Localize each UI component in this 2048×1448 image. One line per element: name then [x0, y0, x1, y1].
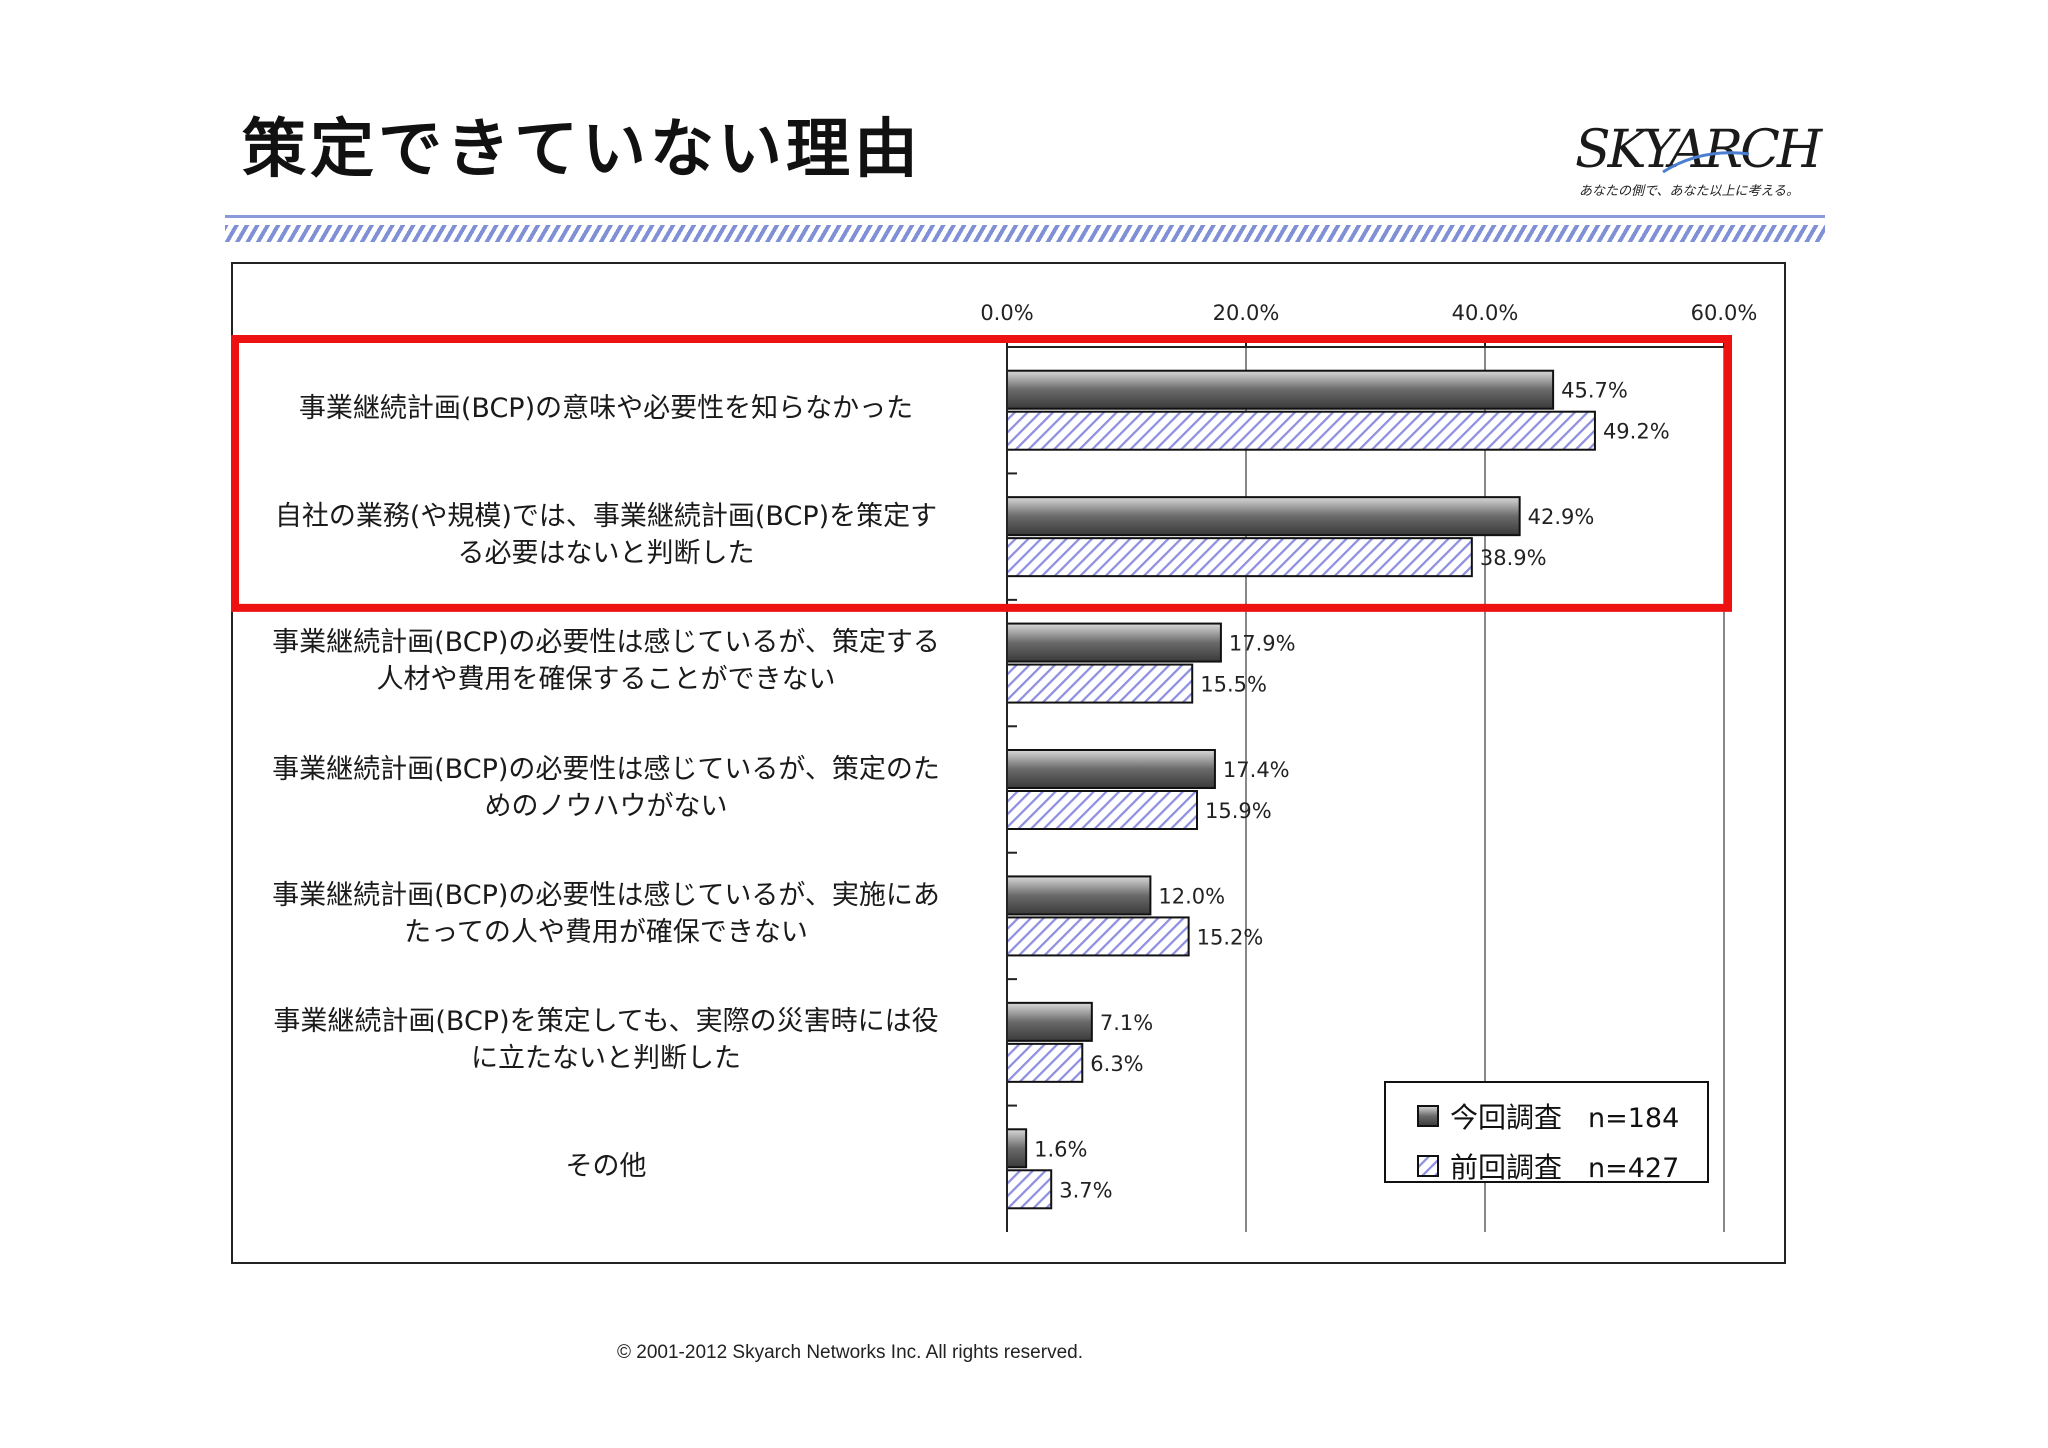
category-label-line: る必要はないと判断した — [457, 537, 755, 569]
x-tick-label: 40.0% — [1452, 301, 1519, 325]
legend-n: n=184 — [1588, 1103, 1679, 1134]
legend-swatch-current — [1417, 1105, 1439, 1127]
category-label: 事業継続計画(BCP)の必要性は感じているが、策定のた めのノウハウがない — [226, 751, 986, 825]
bar-previous — [1006, 410, 1596, 451]
category-label: 事業継続計画(BCP)の必要性は感じているが、策定する 人材や費用を確保することが… — [226, 624, 986, 698]
category-label-line: 事業継続計画(BCP)の必要性は感じているが、策定のた — [272, 753, 940, 785]
bars-layer — [1006, 369, 1596, 1210]
data-label: 17.4% — [1223, 758, 1290, 782]
logo-wordmark: SKYARCH — [1575, 120, 1822, 180]
bar-current — [1006, 369, 1555, 410]
bar-current — [1006, 1001, 1093, 1042]
bar-current — [1006, 1128, 1028, 1169]
data-label: 42.9% — [1528, 505, 1595, 529]
data-label: 49.2% — [1603, 420, 1670, 444]
page-title: 策定できていない理由 — [242, 113, 922, 187]
category-label-line: 事業継続計画(BCP)の必要性は感じているが、実施にあ — [272, 879, 940, 911]
bar-current — [1006, 496, 1521, 537]
legend-label: 前回調査 — [1450, 1151, 1562, 1184]
category-label-line: に立たないと判断した — [471, 1043, 741, 1075]
category-label: その他 — [226, 1148, 986, 1185]
data-label: 15.5% — [1200, 673, 1267, 697]
data-label: 6.3% — [1090, 1052, 1143, 1076]
copyright-footer: © 2001-2012 Skyarch Networks Inc. All ri… — [617, 1342, 1083, 1363]
legend: 今回調査 n=184 前回調査 n=427 — [1384, 1081, 1709, 1184]
category-label-line: 事業継続計画(BCP)の意味や必要性を知らなかった — [298, 392, 914, 424]
data-labels: 45.7% 49.2% 42.9% 38.9% 17.9% 15.5% 17.4% 15.9%… — [1034, 379, 1670, 1203]
bar-current — [1006, 749, 1216, 789]
logo-tagline: あなたの側で、あなた以上に考える。 — [1579, 184, 1800, 199]
bar-previous — [1006, 1169, 1053, 1210]
logo-swoosh-icon — [1662, 151, 1750, 174]
skyarch-logo: SKYARCH あなたの側で、あなた以上に考える。 — [1575, 124, 1830, 204]
bar-previous — [1006, 1042, 1084, 1083]
legend-label: 今回調査 — [1450, 1101, 1562, 1134]
data-label: 1.6% — [1034, 1137, 1087, 1161]
category-label-line: 人材や費用を確保することができない — [376, 664, 836, 696]
category-label-line: 自社の業務(や規模)では、事業継続計画(BCP)を策定す — [274, 500, 938, 532]
x-tick-label: 60.0% — [1691, 301, 1758, 325]
category-label: 事業継続計画(BCP)の必要性は感じているが、実施にあ たっての人や費用が確保でき… — [226, 877, 986, 951]
category-label-line: その他 — [565, 1151, 647, 1183]
category-label: 自社の業務(や規模)では、事業継続計画(BCP)を策定す る必要はないと判断した — [226, 498, 986, 572]
bar-previous — [1006, 790, 1199, 830]
data-label: 12.0% — [1158, 884, 1225, 908]
highlight-box — [231, 335, 1732, 612]
data-label: 17.9% — [1229, 632, 1296, 656]
title-divider — [225, 215, 1825, 218]
x-tick-label: 0.0% — [980, 301, 1033, 325]
data-label: 7.1% — [1100, 1011, 1153, 1035]
category-label-line: 事業継続計画(BCP)を策定しても、実際の災害時には役 — [273, 1006, 939, 1038]
legend-swatch-previous — [1417, 1155, 1439, 1177]
data-label: 15.2% — [1197, 925, 1264, 949]
x-tick-label: 20.0% — [1213, 301, 1280, 325]
x-axis: 0.0% 20.0% 40.0% 60.0% — [980, 301, 1757, 1232]
data-label: 15.9% — [1205, 799, 1272, 823]
data-label: 38.9% — [1480, 546, 1547, 570]
hatched-divider-band — [225, 225, 1825, 242]
category-label: 事業継続計画(BCP)の意味や必要性を知らなかった — [226, 390, 986, 427]
bar-previous — [1006, 663, 1194, 704]
category-label-line: 事業継続計画(BCP)の必要性は感じているが、策定する — [272, 627, 940, 659]
legend-n: n=427 — [1588, 1153, 1679, 1184]
category-label-line: たっての人や費用が確保できない — [404, 916, 808, 948]
category-label: 事業継続計画(BCP)を策定しても、実際の災害時には役 に立たないと判断した — [226, 1003, 986, 1077]
bar-previous — [1006, 916, 1190, 957]
data-label: 3.7% — [1059, 1178, 1112, 1202]
bar-current — [1006, 875, 1152, 916]
bar-current — [1006, 622, 1222, 663]
data-label: 45.7% — [1561, 379, 1628, 403]
category-label-line: めのノウハウがない — [484, 790, 728, 822]
bar-previous — [1006, 537, 1473, 578]
